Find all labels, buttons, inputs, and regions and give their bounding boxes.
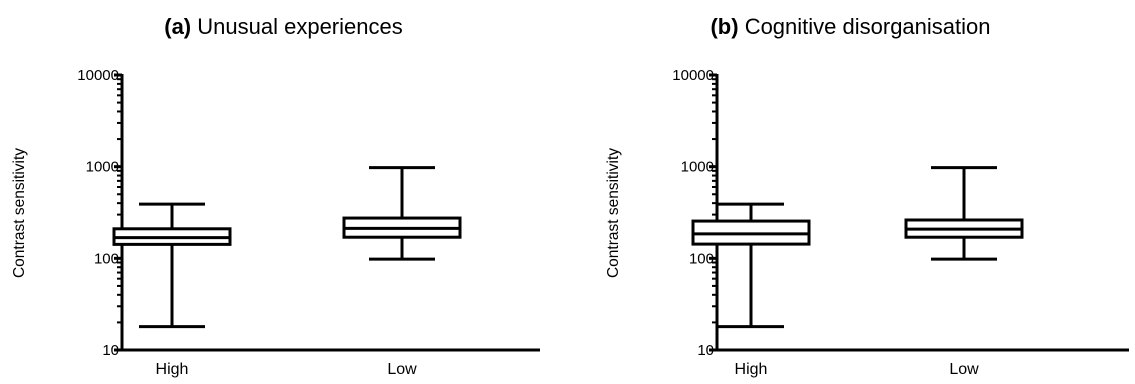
chart-plot: 10 100 1000 10000 High Low [77,67,540,378]
y-tick-label: 100 [94,250,119,267]
chart-plot: 10 100 1000 10000 High Low [672,67,1129,378]
title-text: Cognitive disorganisation [744,14,991,39]
chart-title: (b) Cognitive disorganisation [567,14,1134,40]
y-tick-label: 10000 [77,67,119,84]
y-tick-label: 100 [689,250,714,267]
panel-tag: (a) [164,14,192,39]
x-tick-label: Low [949,361,979,378]
panel-tag: (b) [710,14,739,39]
y-tick-label: 1000 [681,159,714,176]
y-tick-label: 10000 [672,67,714,84]
title-text: Unusual experiences [197,14,403,39]
x-tick-label: High [735,361,768,378]
y-tick-label: 10 [697,342,714,359]
y-tick-label: 1000 [86,159,119,176]
chart-title: (a) Unusual experiences [0,14,567,40]
x-tick-label: High [156,361,189,378]
chart-panel-b: (b) Cognitive disorganisation Contrast s… [567,0,1134,384]
chart-panel-a: (a) Unusual experiences Contrast sensiti… [0,0,567,384]
x-tick-label: Low [387,361,417,378]
y-tick-label: 10 [102,342,119,359]
